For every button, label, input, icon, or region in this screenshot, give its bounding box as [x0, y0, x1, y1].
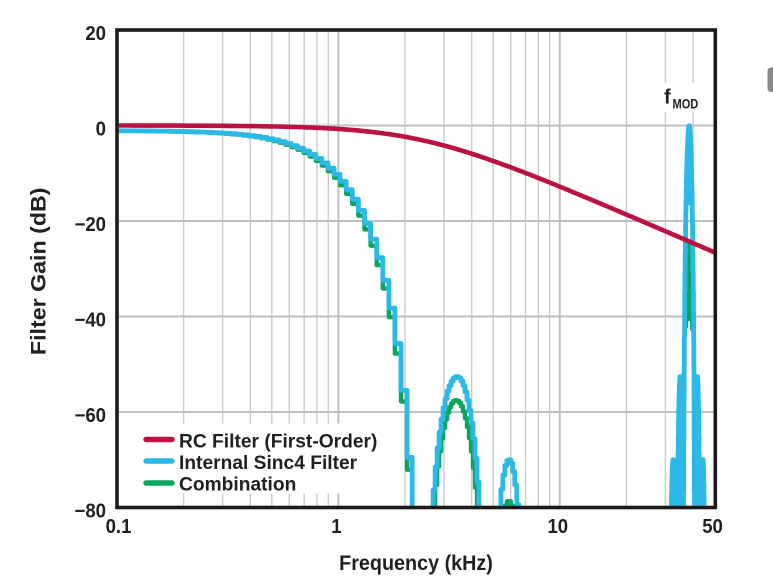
svg-text:−80: −80	[74, 501, 106, 523]
svg-text:−20: −20	[74, 214, 106, 236]
svg-text:−40: −40	[74, 310, 106, 332]
svg-text:RC Filter (First-Order): RC Filter (First-Order)	[179, 430, 377, 452]
svg-text:0.1: 0.1	[106, 516, 132, 538]
svg-text:20: 20	[85, 23, 106, 45]
svg-text:f: f	[664, 87, 671, 109]
svg-text:0: 0	[96, 119, 106, 141]
svg-text:−60: −60	[74, 405, 106, 427]
svg-text:Filter Gain (dB): Filter Gain (dB)	[26, 188, 50, 356]
svg-text:MOD: MOD	[673, 96, 699, 111]
svg-text:Internal Sinc4 Filter: Internal Sinc4 Filter	[179, 452, 358, 474]
svg-text:Frequency (kHz): Frequency (kHz)	[339, 551, 493, 575]
svg-text:Combination: Combination	[179, 473, 296, 495]
svg-text:50: 50	[702, 516, 723, 538]
svg-text:1: 1	[331, 516, 342, 538]
svg-text:10: 10	[547, 516, 568, 538]
